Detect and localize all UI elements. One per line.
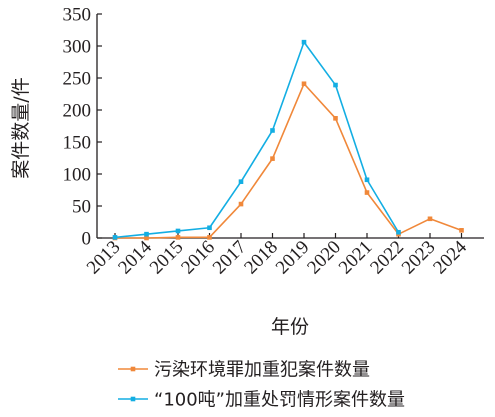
series-point-1: [238, 201, 244, 207]
legend: 污染环境罪加重犯案件数量 “100吨”加重处罚情形案件数量: [118, 360, 405, 411]
x-tick-label: 2018: [240, 237, 282, 279]
y-tick-label: 100: [63, 165, 92, 186]
series-point-1: [364, 190, 370, 195]
y-tick-label: 50: [72, 197, 91, 218]
legend-swatch-marker: [130, 396, 136, 402]
x-axis-title: 年份: [271, 316, 309, 338]
series-point-2: [175, 228, 181, 234]
series-point-1: [459, 228, 464, 233]
series-point-1: [207, 235, 212, 240]
x-tick-label: 2017: [209, 237, 251, 279]
legend-label: 污染环境罪加重犯案件数量: [154, 360, 370, 381]
legend-label: “100吨”加重处罚情形案件数量: [154, 390, 405, 411]
x-tick-label: 2023: [398, 237, 440, 279]
series-point-2: [333, 82, 338, 88]
series-point-1: [427, 216, 433, 222]
series-point-2: [396, 229, 401, 235]
legend-swatch-marker: [130, 366, 136, 372]
series-layer: [112, 39, 464, 241]
series-point-1: [301, 81, 307, 87]
series-point-1: [144, 235, 149, 241]
y-tick-label: 300: [63, 37, 92, 58]
x-tick-label: 2016: [177, 237, 219, 279]
x-tick-label: 2019: [272, 237, 314, 279]
y-axis-ticks: 0 50 100 150 200 250 300 350: [63, 5, 102, 250]
y-tick-label: 250: [63, 69, 92, 90]
x-tick-label: 2015: [146, 237, 188, 279]
x-axis-ticks: 2013201420152016201720182019202020212022…: [83, 233, 471, 279]
series-point-2: [144, 231, 149, 237]
x-tick-label: 2014: [114, 236, 156, 278]
y-tick-label: 0: [82, 229, 92, 250]
x-tick-label: 2022: [366, 237, 408, 279]
x-tick-label: 2024: [429, 236, 471, 278]
x-tick-label: 2020: [303, 237, 345, 279]
series-line-1: [115, 82, 462, 239]
series-point-2: [207, 225, 212, 231]
series-point-1: [270, 156, 275, 161]
series-point-2: [301, 39, 307, 45]
y-tick-label: 200: [63, 101, 92, 122]
y-tick-label: 350: [63, 5, 92, 26]
plot-area: 0 50 100 150 200 250 300 350 201320142015201620…: [63, 5, 484, 279]
series-point-1: [175, 235, 181, 240]
series-point-2: [112, 235, 118, 240]
series-point-1: [333, 116, 338, 121]
series-point-2: [238, 179, 244, 184]
x-tick-label: 2021: [335, 237, 377, 279]
y-tick-label: 150: [63, 133, 92, 154]
series-point-2: [364, 177, 370, 183]
series-line-2: [114, 41, 400, 239]
series-point-2: [270, 128, 275, 133]
y-axis-title: 案件数量/件: [10, 77, 32, 178]
